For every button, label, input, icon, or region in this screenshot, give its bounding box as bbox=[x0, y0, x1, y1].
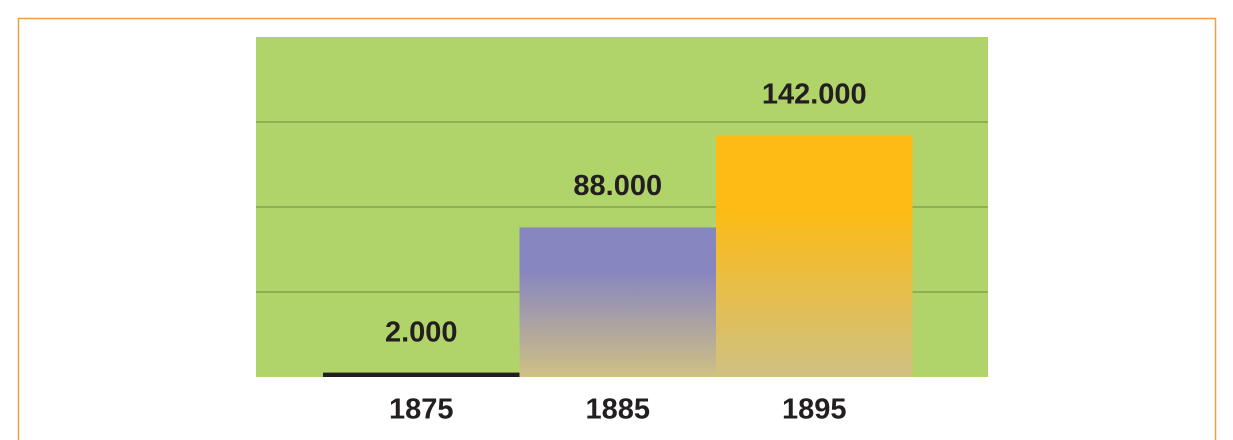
bar bbox=[716, 135, 913, 377]
x-tick-label: 1885 bbox=[585, 394, 650, 426]
bar bbox=[519, 227, 716, 377]
bar bbox=[323, 372, 520, 377]
value-label: 142.000 bbox=[762, 78, 867, 110]
value-label: 2.000 bbox=[385, 316, 458, 348]
value-label: 88.000 bbox=[573, 170, 662, 202]
x-tick-label: 1875 bbox=[389, 394, 454, 426]
frame bbox=[17, 17, 1217, 440]
x-tick-label: 1895 bbox=[782, 394, 847, 426]
